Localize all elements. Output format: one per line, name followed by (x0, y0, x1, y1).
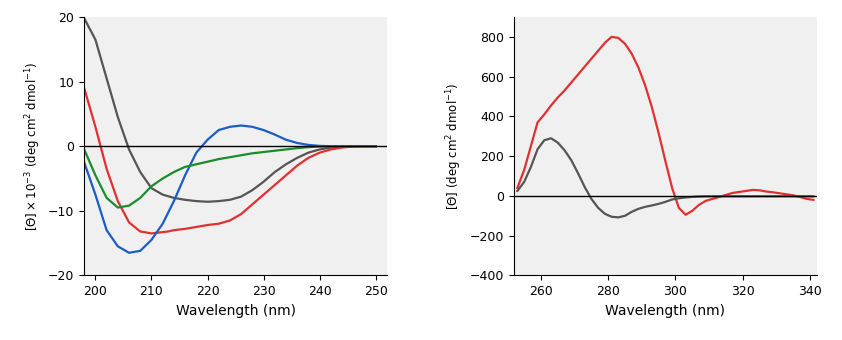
X-axis label: Wavelength (nm): Wavelength (nm) (605, 304, 726, 318)
Y-axis label: $[\Theta]$ (deg cm$^{2}$ dmol$^{-1}$): $[\Theta]$ (deg cm$^{2}$ dmol$^{-1}$) (445, 82, 465, 210)
Y-axis label: $[\Theta] \times 10^{-3}$ (deg cm$^{2}$ dmol$^{-1}$): $[\Theta] \times 10^{-3}$ (deg cm$^{2}$ … (23, 62, 43, 231)
X-axis label: Wavelength (nm): Wavelength (nm) (175, 304, 296, 318)
